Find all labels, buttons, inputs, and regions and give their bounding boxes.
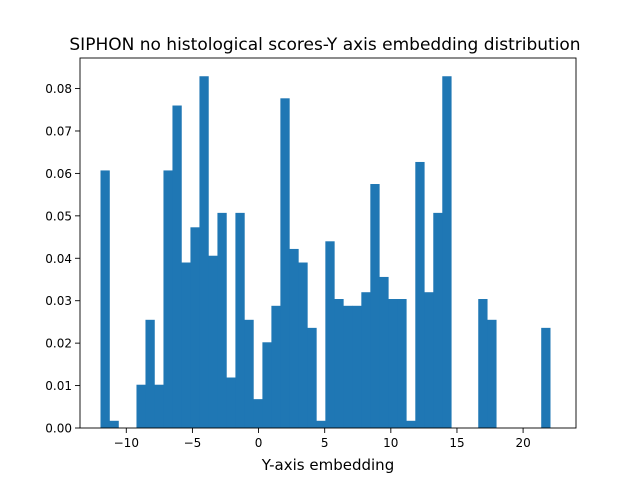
- x-tick-label: 10: [383, 436, 398, 450]
- histogram-bar: [397, 299, 407, 428]
- histogram-bar: [361, 292, 371, 428]
- histogram-bar: [136, 384, 146, 428]
- y-tick-label: 0.03: [45, 294, 72, 308]
- x-tick-label: 15: [449, 436, 464, 450]
- plot-area-frame: [79, 57, 577, 429]
- histogram-bar: [442, 76, 452, 428]
- histogram-bar: [478, 299, 488, 428]
- y-tick-label: 0.07: [45, 124, 72, 138]
- histogram-bar: [262, 342, 272, 428]
- histogram-bar: [406, 420, 416, 428]
- histogram-bar: [217, 212, 227, 428]
- histogram-bar: [208, 255, 218, 428]
- y-tick-label: 0.08: [45, 82, 72, 96]
- histogram-bar: [388, 299, 398, 428]
- histogram-bar: [379, 276, 389, 428]
- y-tick-label: 0.01: [45, 379, 72, 393]
- histogram-bar: [280, 98, 290, 428]
- x-tick-label: −10: [114, 436, 139, 450]
- histogram-bar: [433, 212, 443, 428]
- histogram-bar: [271, 305, 281, 428]
- histogram-bar: [253, 399, 263, 428]
- y-axis-ticks: 0.00 0.01 0.02 0.03 0.04 0.05 0.06 0.07 0.08: [45, 82, 80, 436]
- histogram-bar: [226, 377, 236, 428]
- histogram-bar: [298, 262, 308, 428]
- histogram-bars: [100, 76, 551, 429]
- histogram-bar: [244, 319, 254, 428]
- x-tick-label: 0: [255, 436, 263, 450]
- chart-title: SIPHON no histological scores-Y axis emb…: [69, 35, 580, 55]
- y-tick-label: 0.00: [45, 422, 72, 436]
- histogram-bar: [370, 184, 380, 428]
- histogram-bar: [145, 319, 155, 428]
- histogram-bar: [352, 305, 362, 428]
- histogram-bar: [163, 170, 173, 428]
- x-axis-ticks: −10 −5 0 5 10 15 20: [114, 428, 531, 450]
- histogram-bar: [325, 241, 335, 428]
- histogram-bar: [199, 76, 209, 428]
- histogram-bar: [289, 248, 299, 428]
- histogram-bar: [100, 170, 110, 428]
- y-tick-label: 0.04: [45, 252, 72, 266]
- histogram-bar: [109, 420, 119, 428]
- histogram-bar: [181, 262, 191, 428]
- histogram-bar: [424, 292, 434, 428]
- histogram-bar: [172, 105, 182, 429]
- y-tick-label: 0.06: [45, 167, 72, 181]
- histogram-bar: [235, 212, 245, 428]
- histogram-bar: [541, 327, 551, 428]
- histogram-bar: [154, 384, 164, 428]
- x-tick-label: 20: [515, 436, 530, 450]
- histogram-bar: [316, 420, 326, 428]
- x-tick-label: −5: [184, 436, 202, 450]
- histogram-bar: [415, 161, 425, 428]
- histogram-bar: [307, 327, 317, 428]
- x-axis-label: Y-axis embedding: [261, 456, 394, 474]
- histogram-bar: [343, 305, 353, 428]
- y-tick-label: 0.05: [45, 209, 72, 223]
- histogram-bar: [190, 227, 200, 428]
- y-tick-label: 0.02: [45, 337, 72, 351]
- histogram-bar: [487, 319, 497, 428]
- x-tick-label: 5: [321, 436, 329, 450]
- histogram-bar: [334, 299, 344, 428]
